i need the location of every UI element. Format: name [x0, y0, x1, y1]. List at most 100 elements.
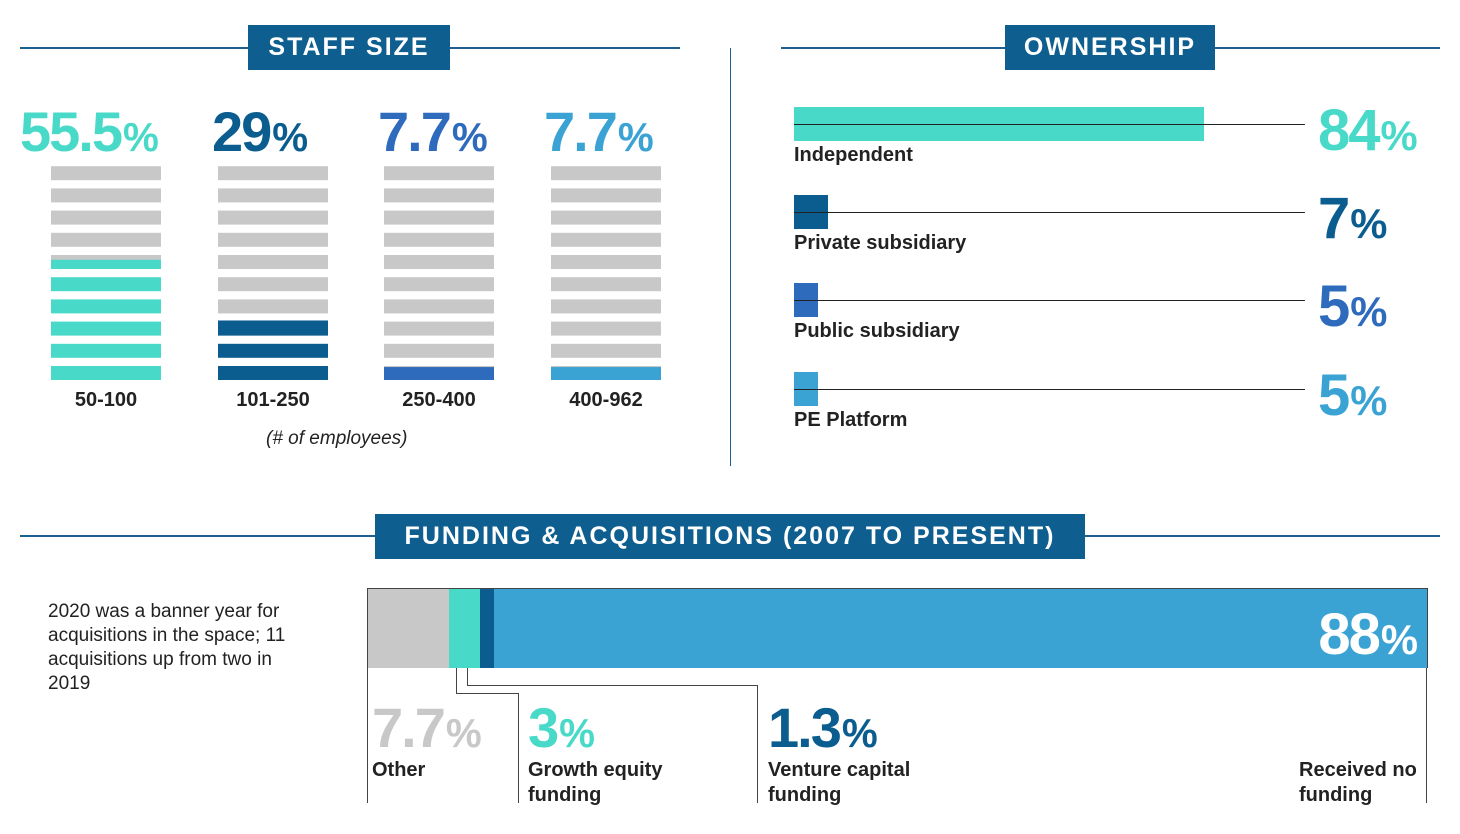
staff-value-101-250: 29% — [212, 100, 309, 163]
staff-segment — [51, 299, 161, 314]
ownership-value-0-number: 84 — [1318, 98, 1380, 163]
staff-segment — [51, 188, 161, 203]
staff-bar-250-400-partial — [384, 367, 494, 380]
funding-leader-line — [456, 693, 518, 694]
staff-segment — [384, 321, 494, 336]
ownership-leader-line — [794, 389, 1305, 390]
ownership-label: Private subsidiary — [794, 232, 967, 254]
funding-value-3-number: 88 — [1318, 602, 1380, 667]
staff-category-250-400: 250-400 — [402, 389, 476, 411]
staff-segment — [218, 188, 328, 203]
staff-segment — [384, 210, 494, 225]
staff-segment — [218, 277, 328, 292]
staff-segment — [218, 232, 328, 247]
staff-value-101-250-number: 29 — [212, 100, 272, 163]
staff-segment — [551, 321, 661, 336]
funding-value-2-number: 1.3 — [768, 696, 842, 759]
funding-leader-line — [518, 693, 519, 803]
funding-value-2: 1.3% — [768, 696, 878, 759]
staff-category-101-250: 101-250 — [236, 389, 310, 411]
staff-category-50-100: 50-100 — [74, 389, 138, 411]
staff-segment — [384, 188, 494, 203]
funding-label-1: Growth equity funding — [528, 759, 663, 806]
staff-bar-101-250-partial — [218, 320, 328, 336]
staff-bar-50-100-partial — [51, 259, 161, 269]
staff-value-400-962-number: 7.7 — [544, 100, 618, 163]
staff-category-400-962: 400-962 — [569, 389, 643, 411]
funding-value-0: 7.7% — [372, 696, 482, 759]
funding-leader-line — [367, 668, 368, 803]
staff-segment — [218, 299, 328, 314]
staff-value-50-100: 55.5% — [20, 100, 159, 163]
section-divider — [730, 48, 731, 466]
staff-segment — [551, 166, 661, 181]
staff-value-400-962: 7.7% — [544, 100, 654, 163]
ownership-leader-line — [794, 124, 1305, 125]
funding-value-1: 3% — [528, 696, 596, 759]
funding-note: 2020 was a banner year for acquisitions … — [48, 601, 286, 694]
ownership-value-2-number: 5 — [1318, 274, 1350, 339]
staff-segment — [384, 255, 494, 269]
staff-segment — [384, 343, 494, 358]
funding-segment-0 — [367, 588, 449, 668]
staff-size-title: STAFF SIZE — [248, 25, 450, 70]
funding-leader-line — [1426, 668, 1427, 803]
staff-segment — [51, 366, 161, 380]
funding-label-3: Received no funding — [1299, 759, 1417, 806]
ownership-value-0: 84% — [1318, 98, 1418, 163]
staff-segment — [551, 255, 661, 269]
funding-leader-line — [467, 685, 757, 686]
ownership-value-2: 5% — [1318, 274, 1388, 339]
staff-segment — [384, 166, 494, 181]
ownership-leader-line — [794, 212, 1305, 213]
ownership-title: OWNERSHIP — [1005, 25, 1215, 70]
ownership-value-3-number: 5 — [1318, 363, 1350, 428]
ownership-value-1: 7% — [1318, 186, 1388, 251]
staff-value-250-400-number: 7.7 — [378, 100, 452, 163]
staff-segment — [51, 232, 161, 247]
staff-segment — [551, 277, 661, 292]
staff-segment — [218, 366, 328, 380]
ownership-value-1-number: 7 — [1318, 186, 1350, 251]
funding-label-0: Other — [372, 759, 426, 781]
ownership-label: Public subsidiary — [794, 320, 960, 342]
funding-value-3: 88% — [1318, 602, 1418, 667]
staff-size-caption: (# of employees) — [266, 428, 408, 449]
staff-segment — [51, 343, 161, 358]
staff-segment — [551, 188, 661, 203]
funding-value-0-number: 7.7 — [372, 696, 446, 759]
staff-segment — [551, 343, 661, 358]
staff-segment — [218, 166, 328, 181]
staff-segment — [551, 299, 661, 314]
ownership-label: Independent — [794, 144, 913, 166]
staff-segment — [51, 321, 161, 336]
staff-value-250-400: 7.7% — [378, 100, 488, 163]
funding-bar-outline — [367, 588, 1428, 668]
staff-segment — [384, 277, 494, 292]
funding-leader-line — [757, 685, 758, 803]
funding-segment-3 — [494, 588, 1427, 668]
funding-value-1-number: 3 — [528, 696, 559, 759]
staff-segment — [551, 210, 661, 225]
staff-segment — [51, 277, 161, 292]
staff-value-50-100-number: 55.5 — [20, 100, 123, 163]
staff-segment — [218, 343, 328, 358]
ownership-label: PE Platform — [794, 409, 908, 431]
staff-segment — [51, 210, 161, 225]
staff-segment — [218, 210, 328, 225]
funding-title: FUNDING & ACQUISITIONS (2007 TO PRESENT) — [375, 514, 1085, 559]
funding-segment-1 — [448, 588, 481, 668]
staff-segment — [218, 255, 328, 269]
funding-label-2: Venture capital funding — [768, 759, 911, 806]
ownership-leader-line — [794, 300, 1305, 301]
ownership-value-3: 5% — [1318, 363, 1388, 428]
funding-leader-line — [456, 668, 457, 693]
staff-bar-400-962-partial — [551, 367, 661, 380]
staff-segment — [384, 299, 494, 314]
staff-segment — [551, 232, 661, 247]
funding-leader-line — [467, 668, 468, 685]
staff-segment — [384, 232, 494, 247]
staff-segment — [51, 166, 161, 181]
funding-segment-2 — [480, 588, 495, 668]
